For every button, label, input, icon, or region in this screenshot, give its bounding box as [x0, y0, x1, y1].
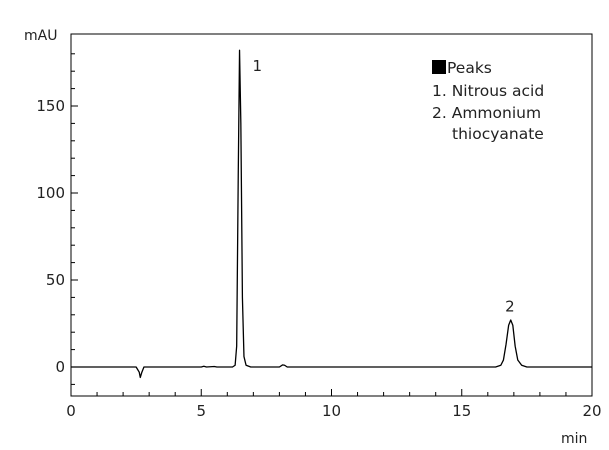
peak-label-2: 2: [505, 297, 515, 315]
y-tick-label: 100: [36, 184, 65, 202]
legend-title: Peaks: [447, 59, 492, 77]
series-layer: [71, 49, 592, 379]
legend: Peaks 1. Nitrous acid 2. Ammonium thiocy…: [432, 59, 544, 143]
legend-item-1: 1. Nitrous acid: [432, 82, 544, 100]
x-tick-label: 10: [322, 402, 341, 420]
y-tick-label: 150: [36, 97, 65, 115]
legend-item-2-cont: thiocyanate: [452, 125, 544, 143]
x-tick-label: 0: [66, 402, 76, 420]
y-tick-label: 50: [46, 271, 65, 289]
chromatogram-trace: [71, 49, 592, 379]
x-tick-label: 15: [452, 402, 471, 420]
legend-item-2: 2. Ammonium: [432, 104, 541, 122]
x-tick-label: 20: [582, 402, 601, 420]
peak-labels: 12: [252, 57, 514, 315]
x-tick-label: 5: [196, 402, 206, 420]
y-axis-label: mAU: [24, 28, 57, 44]
y-tick-label: 0: [55, 358, 65, 376]
x-axis: 0 5 10 15 20: [66, 389, 602, 420]
x-axis-label: min: [561, 431, 587, 447]
peak-label-1: 1: [252, 57, 262, 75]
y-axis: 0 50 100 150: [36, 53, 78, 385]
legend-marker: [432, 60, 446, 74]
